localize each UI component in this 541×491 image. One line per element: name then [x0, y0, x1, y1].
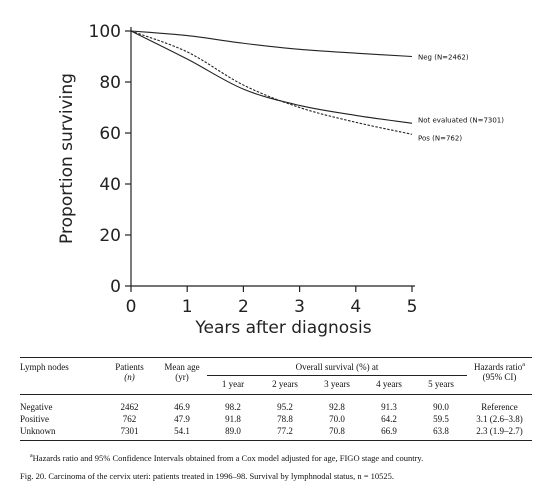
cell-y4: 66.9: [381, 426, 397, 436]
header-hazard-ci: (95% CI): [482, 372, 517, 382]
y-tick-label: 60: [99, 124, 121, 144]
y-tick-label: 40: [99, 175, 121, 195]
table-row: Negative 2462 46.9 98.2 95.2 92.8 91.3 9…: [20, 394, 532, 412]
header-patients-label: Patients: [115, 362, 144, 372]
header-mean-age: Mean age (yr): [157, 358, 207, 395]
table-footnote: aHazards ratio and 95% Confidence Interv…: [30, 453, 423, 463]
chart-svg: 0 20 40 60 80 100 0 1 2 3 4 5 Years after diagnosis P…: [57, 22, 504, 338]
row-label: Unknown: [20, 426, 56, 436]
x-tick-label: 4: [350, 297, 361, 317]
x-axis-title: Years after diagnosis: [194, 318, 371, 338]
y-tick-label: 0: [110, 277, 121, 297]
x-tick-label: 0: [126, 297, 137, 317]
series-label: Neg (N=2462): [418, 54, 469, 62]
series-label: Not evaluated (N=7301): [418, 116, 504, 124]
cell-patients: 7301: [120, 426, 139, 436]
table-row: Positive 762 47.9 91.8 78.8 70.0 64.2 59…: [20, 412, 532, 424]
header-hazard-ratio: Hazards ratioa (95% CI): [467, 358, 532, 395]
row-label: Positive: [20, 414, 50, 424]
cell-y1: 89.0: [225, 426, 241, 436]
row-label: Negative: [20, 402, 53, 412]
figure-caption: Fig. 20. Carcinoma of the cervix uteri: …: [20, 471, 395, 481]
x-tick-label: 3: [294, 297, 305, 317]
x-tick-label: 5: [407, 297, 418, 317]
header-hazard-footnote-mark: a: [522, 362, 525, 368]
y-tick-label: 100: [89, 22, 121, 42]
cell-hazard: 2.3 (1.9–2.7): [476, 426, 523, 436]
header-mean-age-unit: (yr): [175, 372, 189, 382]
footnote-text: Hazards ratio and 95% Confidence Interva…: [32, 453, 424, 463]
header-patients-unit: (n): [124, 372, 135, 382]
y-axis-title: Proportion surviving: [57, 73, 77, 244]
cell-y1: 91.8: [225, 414, 241, 424]
footnote-mark: a: [30, 453, 33, 460]
y-tick-label: 20: [99, 226, 121, 246]
survival-chart: 0 20 40 60 80 100 0 1 2 3 4 5 Years after diagnosis P…: [57, 22, 504, 338]
cell-patients: 2462: [120, 402, 139, 412]
cell-hazard: 3.1 (2.6–3.8): [476, 414, 523, 424]
cell-age: 47.9: [174, 414, 190, 424]
x-tick-label: 1: [182, 297, 193, 317]
header-patients: Patients (n): [102, 358, 157, 395]
header-mean-age-label: Mean age: [164, 362, 200, 372]
header-year-1: 1 year: [221, 379, 245, 389]
cell-y3: 70.0: [329, 414, 345, 424]
cell-y2: 78.8: [277, 414, 293, 424]
series-label: Pos (N=762): [418, 134, 462, 142]
cell-hazard: Reference: [481, 402, 518, 412]
header-lymph-nodes: Lymph nodes: [20, 362, 69, 372]
cell-y1: 98.2: [225, 402, 241, 412]
cell-age: 46.9: [174, 402, 190, 412]
cell-y5: 90.0: [433, 402, 449, 412]
header-year-3: 3 years: [324, 379, 350, 389]
survival-table: Lymph nodes Patients (n) Mean age (yr) O…: [20, 357, 532, 441]
cell-y4: 91.3: [381, 402, 397, 412]
table-row: Unknown 7301 54.1 89.0 77.2 70.8 66.9 63…: [20, 424, 532, 441]
header-overall-survival: Overall survival (%) at: [207, 357, 467, 376]
series-line: [130, 30, 413, 124]
cell-age: 54.1: [174, 426, 190, 436]
cell-y3: 70.8: [329, 426, 345, 436]
header-year-2: 2 years: [272, 379, 298, 389]
series-line: [130, 30, 413, 135]
header-year-5: 5 years: [428, 379, 454, 389]
cell-y2: 95.2: [277, 402, 293, 412]
cell-y4: 64.2: [381, 414, 397, 424]
cell-y5: 63.8: [433, 426, 449, 436]
header-year-4: 4 years: [376, 379, 402, 389]
header-hazard-label: Hazards ratio: [474, 362, 523, 372]
cell-patients: 762: [122, 414, 137, 424]
cell-y2: 77.2: [277, 426, 293, 436]
y-tick-label: 80: [99, 73, 121, 93]
cell-y3: 92.8: [329, 402, 345, 412]
cell-y5: 59.5: [433, 414, 449, 424]
x-tick-label: 2: [238, 297, 249, 317]
series-line: [130, 30, 413, 58]
